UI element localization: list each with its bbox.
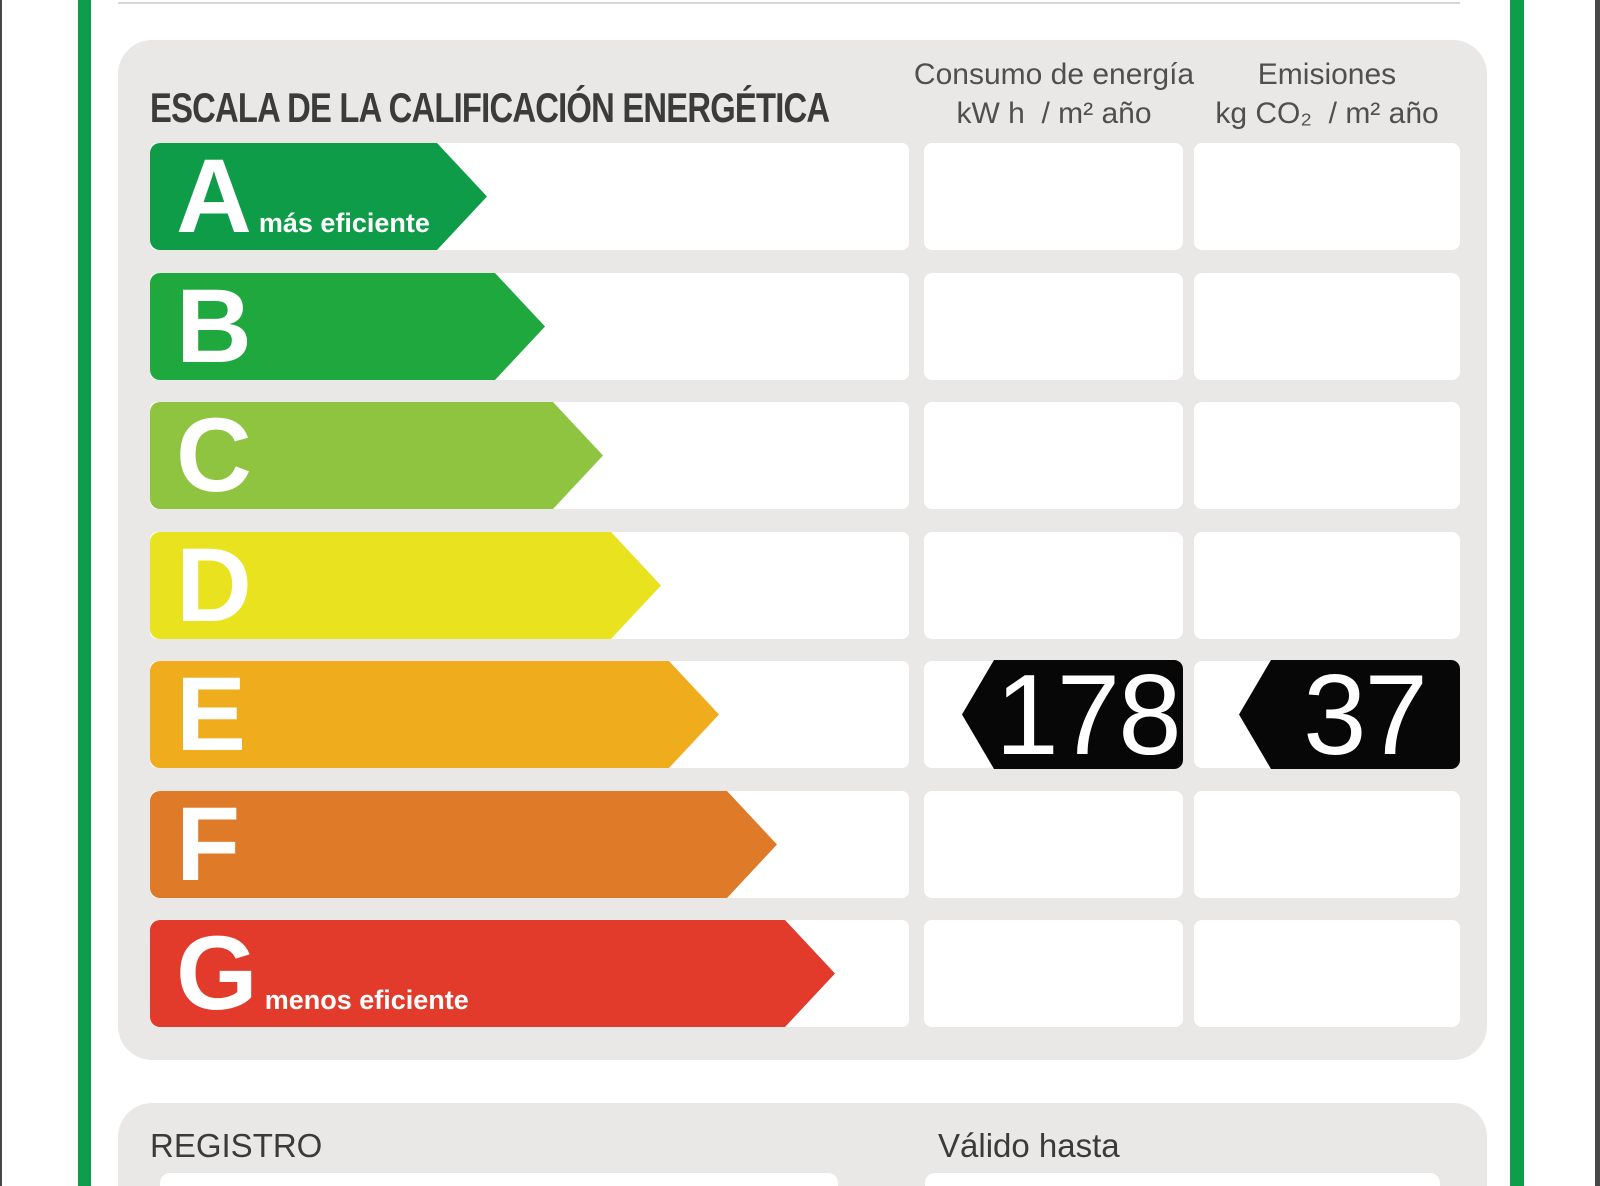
column-header-consumption: Consumo de energía kW h / m² año bbox=[904, 55, 1204, 133]
valido-hasta-label: Válido hasta bbox=[938, 1127, 1120, 1164]
emissions-value: 37 bbox=[1303, 651, 1428, 779]
efficiency-note: más eficiente bbox=[258, 208, 430, 238]
rating-letter: G bbox=[176, 915, 258, 1032]
rating-bar-c: C bbox=[150, 402, 603, 509]
efficiency-note: menos eficiente bbox=[264, 985, 469, 1015]
consumption-cell bbox=[924, 920, 1183, 1027]
green-frame-stripe-right bbox=[1510, 0, 1524, 1186]
page-border-right bbox=[1595, 0, 1600, 1186]
rating-bar-e: E bbox=[150, 661, 719, 768]
rating-bar-f: F bbox=[150, 791, 777, 898]
consumption-value-arrow: 178 bbox=[962, 660, 1183, 769]
rating-letter: C bbox=[176, 397, 252, 514]
page-border-left bbox=[0, 0, 2, 1186]
registro-panel: REGISTRO Válido hasta bbox=[118, 1103, 1487, 1186]
emissions-cell bbox=[1194, 791, 1460, 898]
rating-letter: B bbox=[176, 268, 252, 385]
registro-label: REGISTRO bbox=[150, 1127, 323, 1164]
rating-letter: E bbox=[176, 656, 247, 773]
valido-hasta-value-field bbox=[925, 1173, 1440, 1186]
column-header-emissions-line2: kg CO₂ / m² año bbox=[1215, 97, 1439, 130]
scale-row-c: C bbox=[118, 402, 1487, 509]
scale-row-b: B bbox=[118, 273, 1487, 380]
emissions-cell bbox=[1194, 273, 1460, 380]
column-header-emissions: Emisiones kg CO₂ / m² año bbox=[1174, 55, 1480, 133]
rating-letter: A bbox=[176, 138, 252, 255]
section-divider-line bbox=[118, 2, 1460, 4]
emissions-cell bbox=[1194, 532, 1460, 639]
emissions-cell bbox=[1194, 920, 1460, 1027]
column-header-consumption-line1: Consumo de energía bbox=[913, 58, 1195, 91]
rating-scale-panel: ESCALA DE LA CALIFICACIÓN ENERGÉTICA Con… bbox=[118, 40, 1487, 1060]
consumption-value: 178 bbox=[995, 651, 1181, 779]
consumption-cell bbox=[924, 273, 1183, 380]
scale-title: ESCALA DE LA CALIFICACIÓN ENERGÉTICA bbox=[150, 84, 830, 131]
rating-letter: D bbox=[176, 527, 252, 644]
column-header-consumption-line2: kW h / m² año bbox=[956, 97, 1152, 130]
emissions-cell bbox=[1194, 402, 1460, 509]
rating-letter: F bbox=[176, 786, 241, 903]
rating-bar-d: D bbox=[150, 532, 661, 639]
scale-row-d: D bbox=[118, 532, 1487, 639]
consumption-cell bbox=[924, 402, 1183, 509]
column-header-emissions-line1: Emisiones bbox=[1257, 58, 1397, 91]
emissions-value-arrow: 37 bbox=[1239, 660, 1460, 769]
consumption-cell bbox=[924, 532, 1183, 639]
registro-value-field bbox=[160, 1173, 838, 1186]
consumption-cell bbox=[924, 791, 1183, 898]
rating-bar-b: B bbox=[150, 273, 545, 380]
green-frame-stripe-left bbox=[78, 0, 91, 1186]
scale-row-f: F bbox=[118, 791, 1487, 898]
emissions-cell bbox=[1194, 143, 1460, 250]
consumption-cell bbox=[924, 143, 1183, 250]
